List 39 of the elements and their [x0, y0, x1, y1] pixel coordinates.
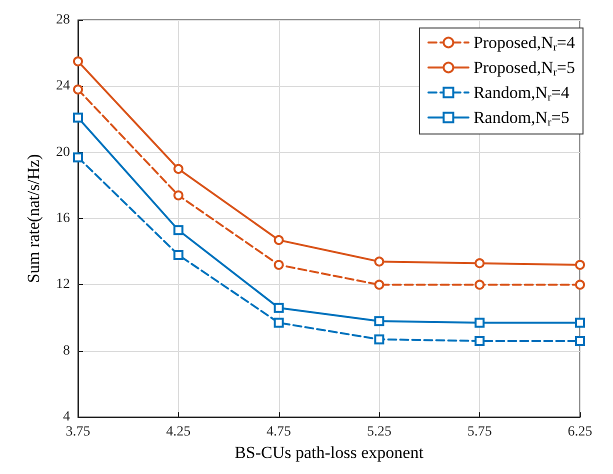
- point: [575, 260, 585, 270]
- point: [374, 256, 384, 267]
- y-tick-label: 28: [56, 12, 70, 28]
- point: [575, 336, 585, 346]
- point: [173, 190, 184, 200]
- x-tick-label: 4.75: [266, 424, 292, 440]
- point: [374, 334, 384, 344]
- point: [474, 258, 485, 268]
- point: [73, 84, 83, 94]
- point: [474, 336, 485, 346]
- point: [73, 56, 83, 66]
- x-tick-label: 4.25: [166, 424, 191, 440]
- point: [474, 318, 485, 328]
- x-tick-label: 5.25: [366, 424, 392, 440]
- x-tick-label: 3.75: [66, 424, 90, 440]
- point: [474, 280, 485, 290]
- y-tick-label: 12: [56, 277, 70, 292]
- point: [575, 280, 585, 290]
- x-tick-label: 6.25: [568, 424, 592, 440]
- x-tick-label: 5.75: [467, 424, 492, 440]
- point: [274, 302, 284, 313]
- point: [274, 260, 284, 270]
- point: [374, 280, 384, 290]
- y-tick-label: 24: [56, 78, 70, 94]
- y-tick-label: 4: [63, 410, 70, 425]
- point: [73, 112, 83, 123]
- y-tick-label: 8: [63, 343, 70, 358]
- point: [73, 152, 83, 162]
- point: [575, 318, 585, 328]
- x-axis-title: BS-CUs path-loss exponent: [234, 443, 424, 462]
- point: [274, 235, 284, 246]
- point: [173, 225, 184, 236]
- point: [274, 318, 284, 328]
- point: [173, 250, 184, 260]
- point: [173, 164, 184, 174]
- y-tick-label: 16: [56, 211, 70, 226]
- point: [374, 316, 384, 326]
- y-axis-title: Sum rate(nat/s/Hz): [24, 154, 43, 283]
- y-tick-label: 20: [56, 144, 70, 160]
